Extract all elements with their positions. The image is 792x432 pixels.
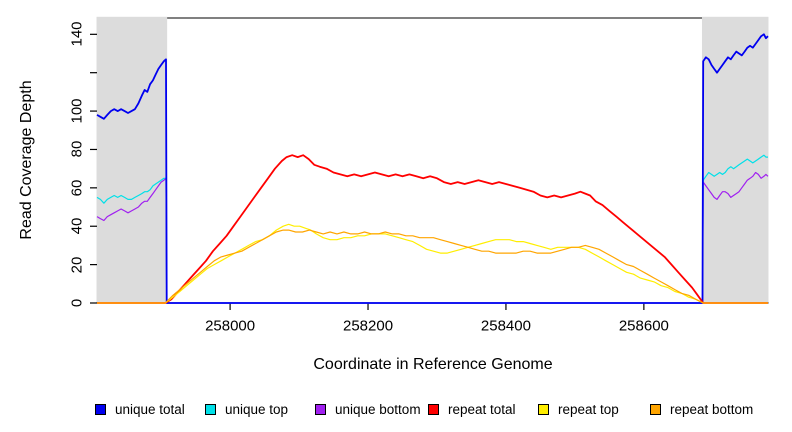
legend-color-swatch-icon <box>205 404 216 415</box>
y-tick-label: 100 <box>68 98 86 124</box>
y-tick-label: 20 <box>68 256 86 273</box>
legend-item-label: repeat top <box>558 402 619 417</box>
y-tick-label: 80 <box>68 141 86 158</box>
y-axis-title: Read Coverage Depth <box>18 80 35 240</box>
x-axis-title: Coordinate in Reference Genome <box>313 356 553 373</box>
legend-item: repeat top <box>538 402 619 417</box>
x-tick-label: 258600 <box>618 317 669 335</box>
legend-item: repeat bottom <box>650 402 753 417</box>
legend-color-swatch-icon <box>95 404 106 415</box>
legend-color-swatch-icon <box>538 404 549 415</box>
legend-item: unique bottom <box>315 402 421 417</box>
legend-item: unique top <box>205 402 288 417</box>
y-tick-label: 60 <box>68 179 86 197</box>
legend-item-label: unique top <box>225 402 289 417</box>
legend-color-swatch-icon <box>428 404 439 415</box>
series-line-unique-total <box>96 33 769 304</box>
legend-item: unique total <box>95 402 185 417</box>
legend-item-label: repeat total <box>448 402 516 417</box>
legend-color-swatch-icon <box>650 404 661 415</box>
series-line-repeat-top <box>97 223 768 304</box>
x-tick-label: 258400 <box>480 317 531 335</box>
y-tick-label: 0 <box>68 298 86 308</box>
legend-item-label: unique bottom <box>335 402 421 417</box>
shaded-region <box>96 16 168 303</box>
series-line-repeat-bottom <box>97 229 768 304</box>
y-tick-label: 140 <box>68 21 86 47</box>
series-line-repeat-total <box>97 154 768 304</box>
x-tick-label: 258200 <box>342 317 394 335</box>
y-tick-label: 40 <box>68 217 86 235</box>
legend-color-swatch-icon <box>315 404 326 415</box>
x-tick-label: 258000 <box>205 317 256 335</box>
legend-item-label: repeat bottom <box>670 402 754 417</box>
legend-item: repeat total <box>428 402 516 417</box>
legend-item-label: unique total <box>115 402 185 417</box>
